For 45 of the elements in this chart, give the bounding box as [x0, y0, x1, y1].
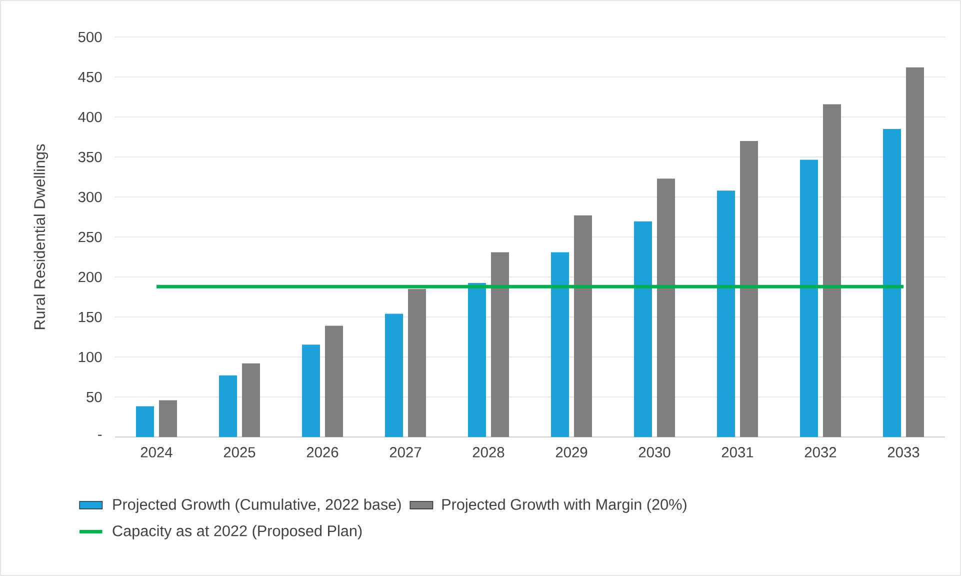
y-tick-label: 450 [78, 72, 102, 82]
y-tick-label: 500 [78, 32, 102, 42]
bar [574, 215, 592, 437]
legend-label: Projected Growth with Margin (20%) [442, 498, 686, 513]
bar [325, 326, 343, 437]
y-tick-label: 350 [78, 152, 102, 162]
bar [468, 283, 486, 437]
legend-label: Capacity as at 2022 (Proposed Plan) [112, 525, 362, 540]
bar [136, 406, 154, 437]
y-tick-label: 50 [86, 392, 102, 402]
bar [800, 160, 818, 437]
x-tick-label: 2026 [306, 447, 338, 458]
bar [159, 400, 177, 437]
bar [491, 252, 510, 437]
bar [657, 178, 676, 437]
x-tick-label: 2027 [390, 447, 422, 458]
bar [219, 375, 237, 437]
bar [883, 129, 901, 437]
y-tick-label: 200 [78, 272, 102, 282]
x-tick-label: 2024 [140, 447, 172, 458]
y-axis-title: Rural Residential Dwellings [34, 144, 48, 330]
bar [242, 363, 260, 437]
bar [740, 141, 758, 437]
x-tick-label: 2033 [888, 447, 920, 458]
x-tick-label: 2025 [224, 447, 256, 458]
bar [634, 221, 652, 437]
x-tick-label: 2031 [722, 447, 754, 458]
y-tick-label: 250 [78, 232, 102, 242]
y-tick-label: 150 [78, 312, 102, 322]
y-tick-label: 400 [78, 112, 102, 122]
bar [717, 190, 735, 437]
y-tick-label: 100 [78, 352, 102, 362]
bar [823, 104, 841, 437]
y-tick-label: 300 [78, 192, 102, 202]
legend-label: Projected Growth (Cumulative, 2022 base) [113, 498, 401, 513]
y-tick-label: - [98, 434, 102, 436]
bar [551, 252, 570, 437]
bar [408, 289, 426, 437]
x-tick-label: 2029 [556, 447, 588, 458]
bar [906, 67, 924, 437]
x-tick-label: 2028 [472, 447, 504, 458]
x-tick-label: 2032 [804, 447, 836, 458]
bar [302, 344, 320, 437]
bar [385, 314, 403, 437]
x-tick-label: 2030 [638, 447, 670, 458]
